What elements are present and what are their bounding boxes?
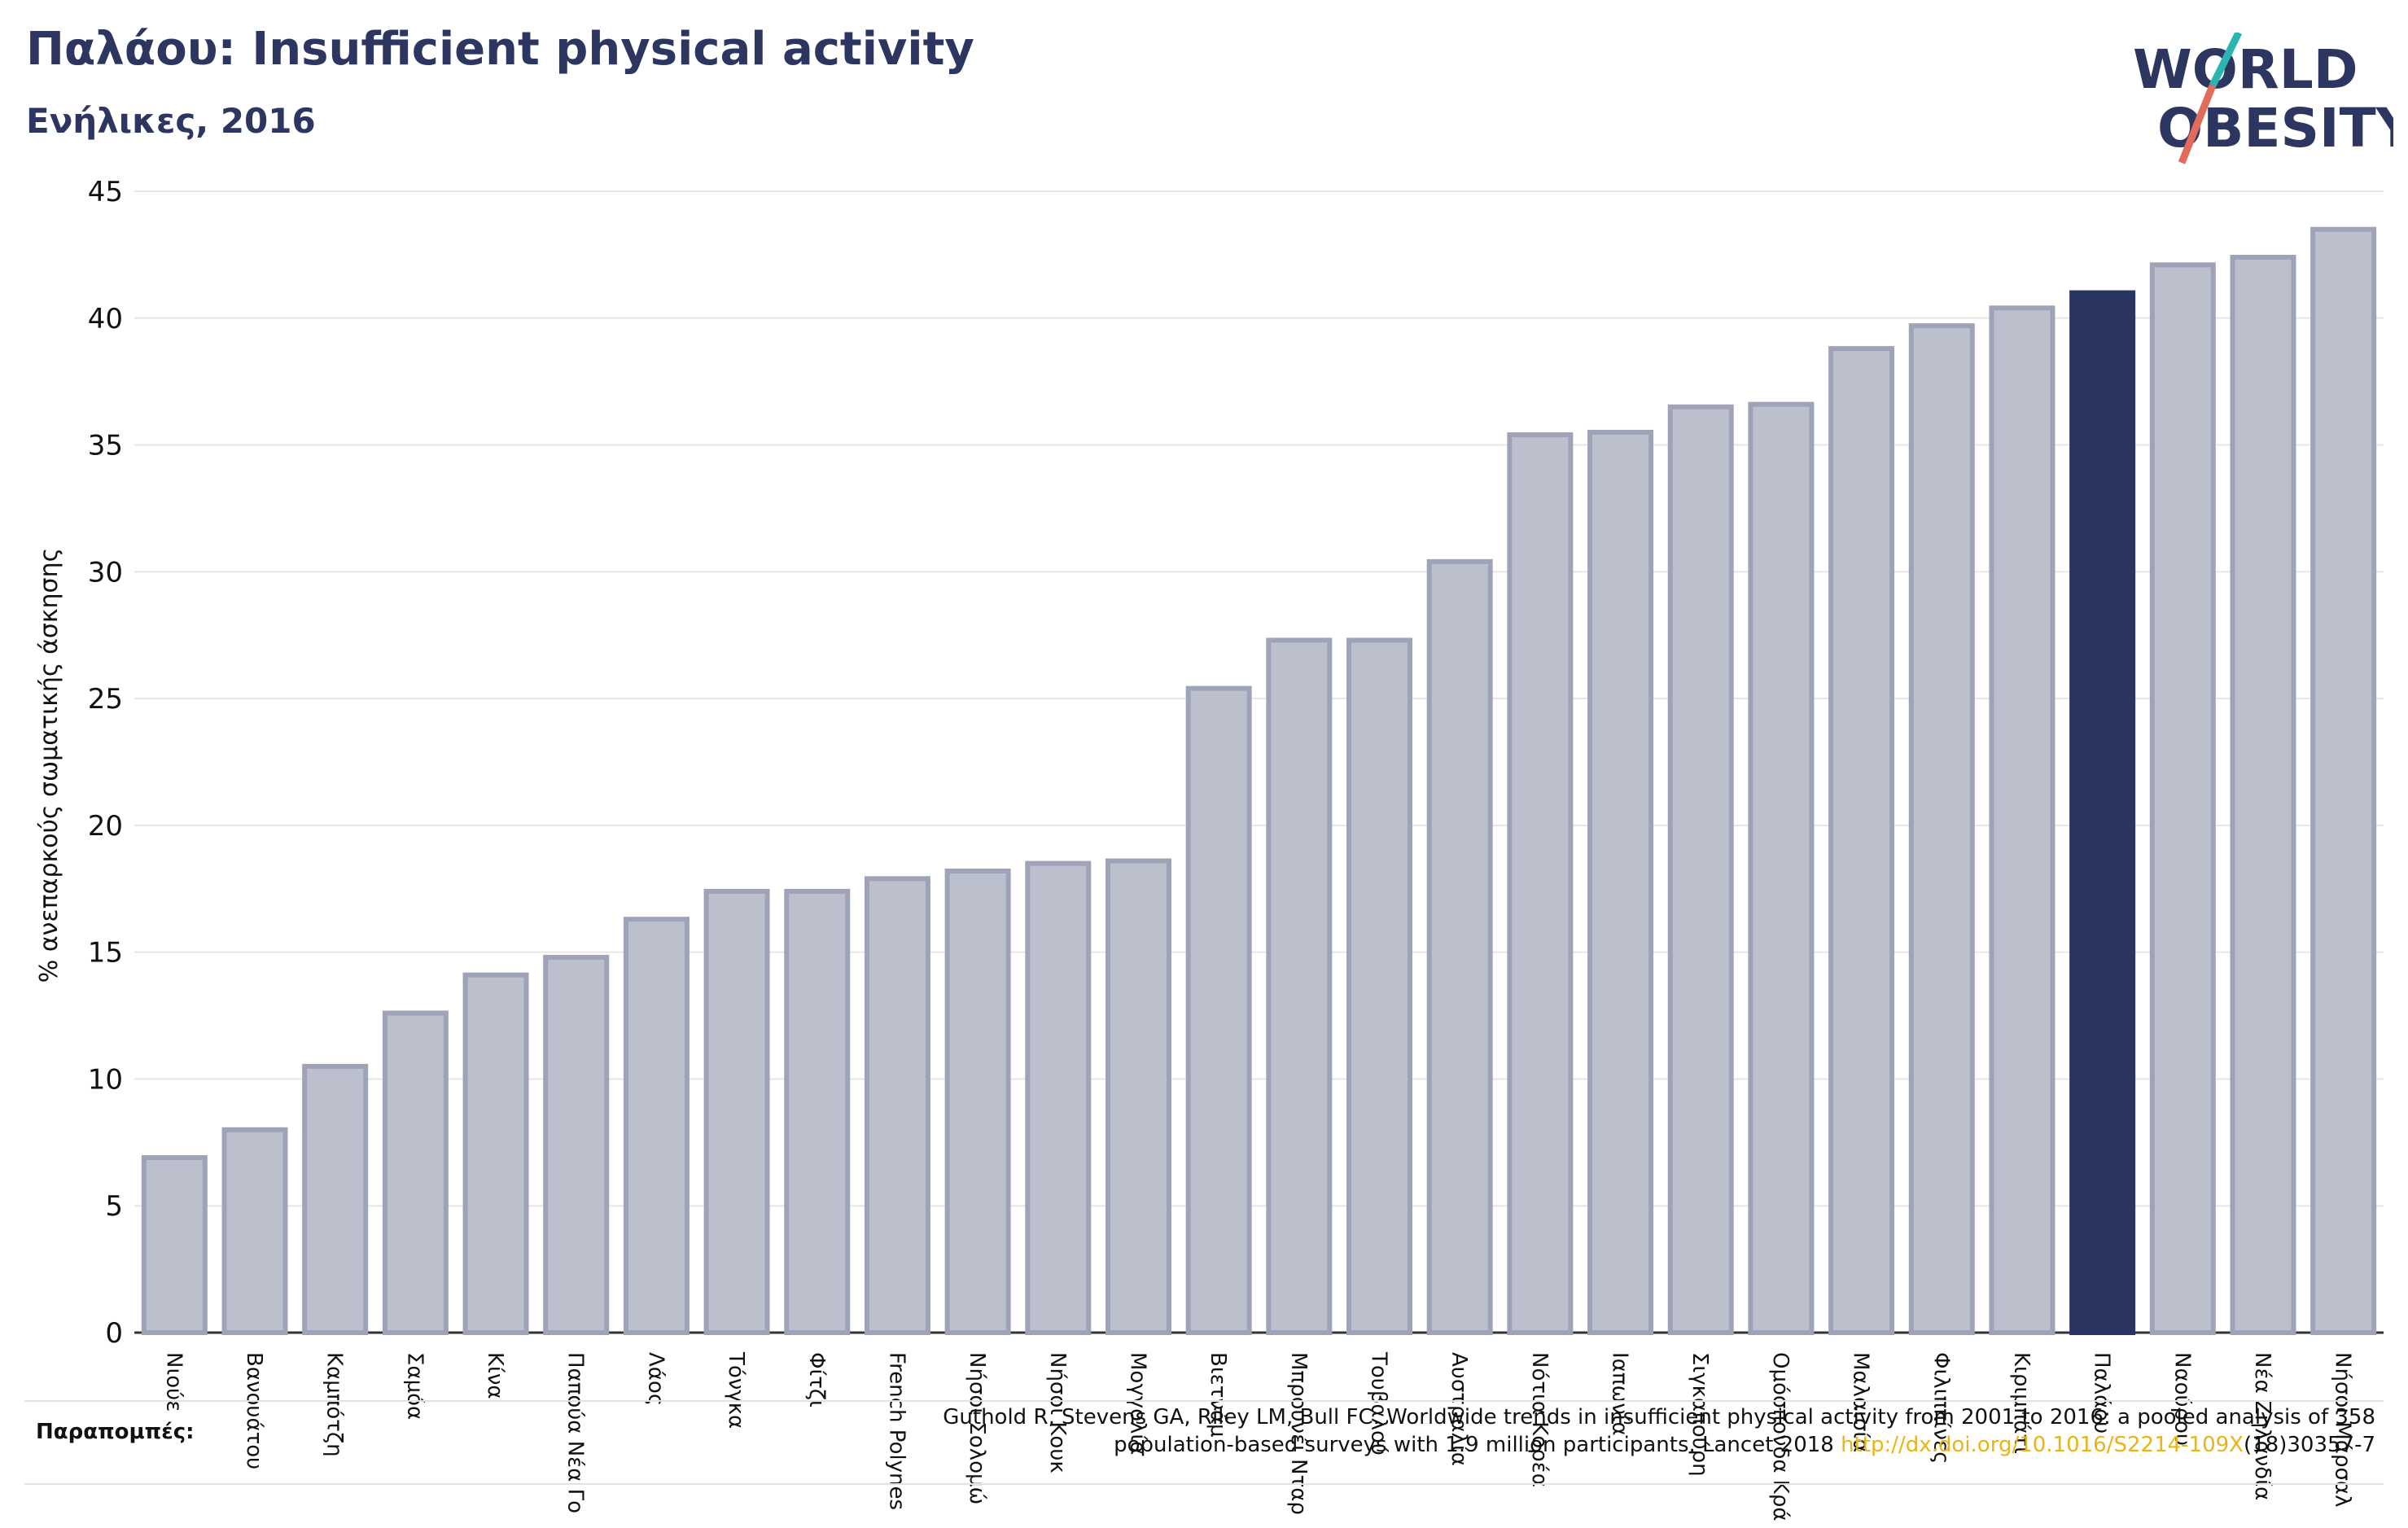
y-axis-label: % ανεπαρκούς σωματικής άσκησης xyxy=(35,548,63,983)
y-tick-label: 10 xyxy=(88,1063,123,1096)
x-tick-label: Ναούρου xyxy=(2169,1352,2194,1446)
bar-26 xyxy=(2230,255,2296,1336)
bar-11 xyxy=(1025,860,1092,1335)
bar-22 xyxy=(1908,323,1975,1336)
x-tick-label: Σιγκαπούρη xyxy=(1688,1352,1712,1477)
bar-12 xyxy=(1105,858,1171,1336)
references-label: Παραπομπές: xyxy=(36,1420,195,1444)
references-text: Guthold R, Stevens GA, Riley LM, Bull FC… xyxy=(625,1403,2375,1459)
x-tick-label: Ομόσπονδα Κρά xyxy=(1768,1352,1793,1521)
bar-19 xyxy=(1667,404,1734,1335)
x-tick-label: Μπρουνέι Νταρ xyxy=(1286,1352,1311,1515)
bar-4 xyxy=(462,972,529,1335)
bar-15 xyxy=(1346,637,1413,1335)
bar-14 xyxy=(1266,637,1333,1335)
bar-5 xyxy=(543,954,610,1336)
references-divider-top xyxy=(24,1400,2384,1402)
bar-20 xyxy=(1748,401,1815,1335)
x-tick-label: Βιετνάμ xyxy=(1206,1352,1230,1438)
bar-21 xyxy=(1828,346,1895,1336)
bar-1 xyxy=(221,1127,288,1336)
reference-line-1: Guthold R, Stevens GA, Riley LM, Bull FC… xyxy=(943,1405,2375,1429)
bar-25 xyxy=(2149,262,2216,1336)
x-tick-label: Βανουάτου xyxy=(242,1352,266,1469)
x-tick-label: Νιούε xyxy=(161,1352,186,1412)
x-tick-label: Νήσοι Μάρσαλ xyxy=(2331,1352,2355,1507)
x-tick-label: Κιριμπάτι xyxy=(2009,1352,2034,1454)
bar-2 xyxy=(302,1063,369,1336)
x-tick-label: Αυστραλία xyxy=(1447,1352,1471,1466)
bar-24 xyxy=(2069,290,2136,1336)
page-subtitle: Ενήλικες, 2016 xyxy=(26,101,316,141)
reference-line-2-suffix: (18)30357-7 xyxy=(2243,1433,2375,1457)
x-tick-label: Ιαπωνία xyxy=(1608,1352,1632,1436)
y-tick-label: 30 xyxy=(88,556,123,589)
y-axis: 0 5 10 15 20 25 30 35 40 45 xyxy=(88,176,123,1350)
y-tick-label: 40 xyxy=(88,303,123,335)
bar-23 xyxy=(1989,305,2056,1335)
x-tick-label: Καμπότζη xyxy=(322,1352,347,1457)
y-tick-label: 0 xyxy=(105,1317,123,1350)
x-tick-label: Τουβαλού xyxy=(1367,1351,1391,1456)
y-tick-label: 5 xyxy=(105,1190,123,1223)
x-tick-label: Νήσοι Κουκ xyxy=(1045,1352,1070,1473)
x-axis-labels: Νιούε Βανουάτου Καμπότζη Σαμόα Κίνα Παπούα Νέ… xyxy=(161,1351,2354,1521)
x-tick-label: Παπούα Νέα Γο xyxy=(563,1352,588,1513)
x-tick-label: Νότια Κορέα xyxy=(1527,1352,1552,1487)
reference-doi-link[interactable]: http://dx.doi.org/10.1016/S2214-109X xyxy=(1841,1433,2244,1457)
x-tick-label: Μογγολία xyxy=(1125,1352,1149,1455)
bar-13 xyxy=(1185,685,1252,1335)
bar-16 xyxy=(1426,558,1493,1335)
bar-3 xyxy=(382,1010,449,1335)
y-tick-label: 35 xyxy=(88,430,123,462)
x-tick-label: Κίνα xyxy=(483,1352,507,1399)
x-tick-label: Σαμόα xyxy=(402,1352,427,1420)
x-tick-label: Παλάου xyxy=(2090,1352,2114,1434)
x-tick-label: Νήσοι Σολομώ xyxy=(965,1352,989,1504)
x-tick-label: Φιλιππίνες xyxy=(1929,1352,1953,1464)
bar-0 xyxy=(141,1155,208,1335)
bars xyxy=(141,226,2377,1336)
y-tick-label: 25 xyxy=(88,683,123,716)
page-title: Παλάου: Insufficient physical activity xyxy=(26,23,974,76)
bar-18 xyxy=(1587,429,1654,1335)
logo-slash-teal xyxy=(2209,33,2243,87)
bar-6 xyxy=(623,917,690,1335)
bar-9 xyxy=(864,876,930,1335)
reference-line-2-text: population-based surveys with 1.9 millio… xyxy=(1114,1433,1834,1457)
x-tick-label: Λάος xyxy=(643,1352,668,1406)
bar-10 xyxy=(944,868,1011,1335)
x-tick-label: Φίτζι xyxy=(804,1352,829,1408)
x-tick-label: Μαλαισία xyxy=(1849,1352,1873,1452)
world-obesity-logo: WORLD OBESITY xyxy=(2133,33,2393,164)
logo-slash-red xyxy=(2178,84,2217,164)
reference-line-2: population-based surveys with 1.9 millio… xyxy=(625,1431,2375,1459)
y-tick-label: 45 xyxy=(88,176,123,208)
y-tick-label: 20 xyxy=(88,810,123,843)
bar-7 xyxy=(703,888,770,1335)
y-tick-label: 15 xyxy=(88,937,123,970)
x-tick-label: Νέα Ζηλανδία xyxy=(2250,1352,2274,1500)
references-divider-bottom xyxy=(24,1483,2384,1485)
bar-8 xyxy=(784,888,851,1335)
x-tick-label: Τόνγκα xyxy=(724,1351,748,1429)
bar-17 xyxy=(1507,432,1574,1335)
bar-27 xyxy=(2310,226,2377,1336)
logo-line1: WORLD xyxy=(2133,38,2358,101)
